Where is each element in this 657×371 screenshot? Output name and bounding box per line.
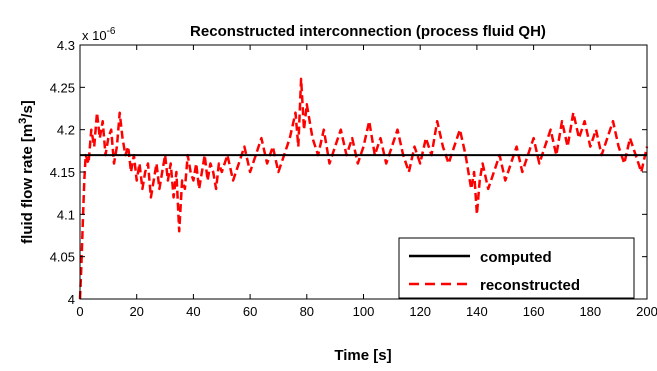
x-axis-label: Time [s] — [334, 347, 391, 364]
x-tick-label: 140 — [466, 304, 488, 319]
y-tick-label: 4.1 — [57, 207, 75, 222]
x-tick-label: 160 — [523, 304, 545, 319]
x-tick-label: 100 — [353, 304, 375, 319]
legend-label-reconstructed: reconstructed — [480, 277, 580, 294]
plot-frame — [79, 44, 648, 300]
y-tick-label: 4.15 — [50, 165, 75, 180]
y-multiplier-base: x 10 — [82, 28, 107, 43]
x-tick-label: 0 — [76, 304, 83, 319]
y-tick-label: 4.25 — [50, 80, 75, 95]
legend: computed reconstructed — [398, 237, 635, 299]
chart-ticks: 0 20 40 60 80 100 120 140 160 180 200 4 4.05 4.1 4.15 4… — [50, 38, 657, 319]
y-multiplier: x 10-6 — [82, 26, 116, 43]
x-tick-label: 120 — [409, 304, 431, 319]
x-tick-label: 200 — [636, 304, 657, 319]
y-tick-label: 4.2 — [57, 123, 75, 138]
chart-marks — [78, 77, 649, 300]
legend-label-computed: computed — [480, 249, 552, 266]
x-tick-label: 60 — [243, 304, 257, 319]
x-tick-label: 180 — [579, 304, 601, 319]
y-multiplier-exponent: -6 — [107, 26, 116, 37]
legend-box — [398, 237, 635, 299]
y-axis-label-main: fluid flow rate [m — [19, 124, 36, 244]
x-tick-label: 80 — [300, 304, 314, 319]
y-tick-label: 4 — [68, 292, 75, 307]
chart-title: Reconstructed interconnection (process f… — [190, 23, 546, 40]
y-axis-label-sup: 3 — [17, 118, 29, 124]
y-axis-label: fluid flow rate [m3/s] — [17, 100, 36, 244]
y-axis-label-tail: /s] — [19, 100, 36, 118]
y-tick-label: 4.3 — [57, 38, 75, 53]
x-tick-label: 20 — [129, 304, 143, 319]
x-tick-label: 40 — [186, 304, 200, 319]
series-line-reconstructed — [78, 77, 649, 300]
y-tick-label: 4.05 — [50, 250, 75, 265]
